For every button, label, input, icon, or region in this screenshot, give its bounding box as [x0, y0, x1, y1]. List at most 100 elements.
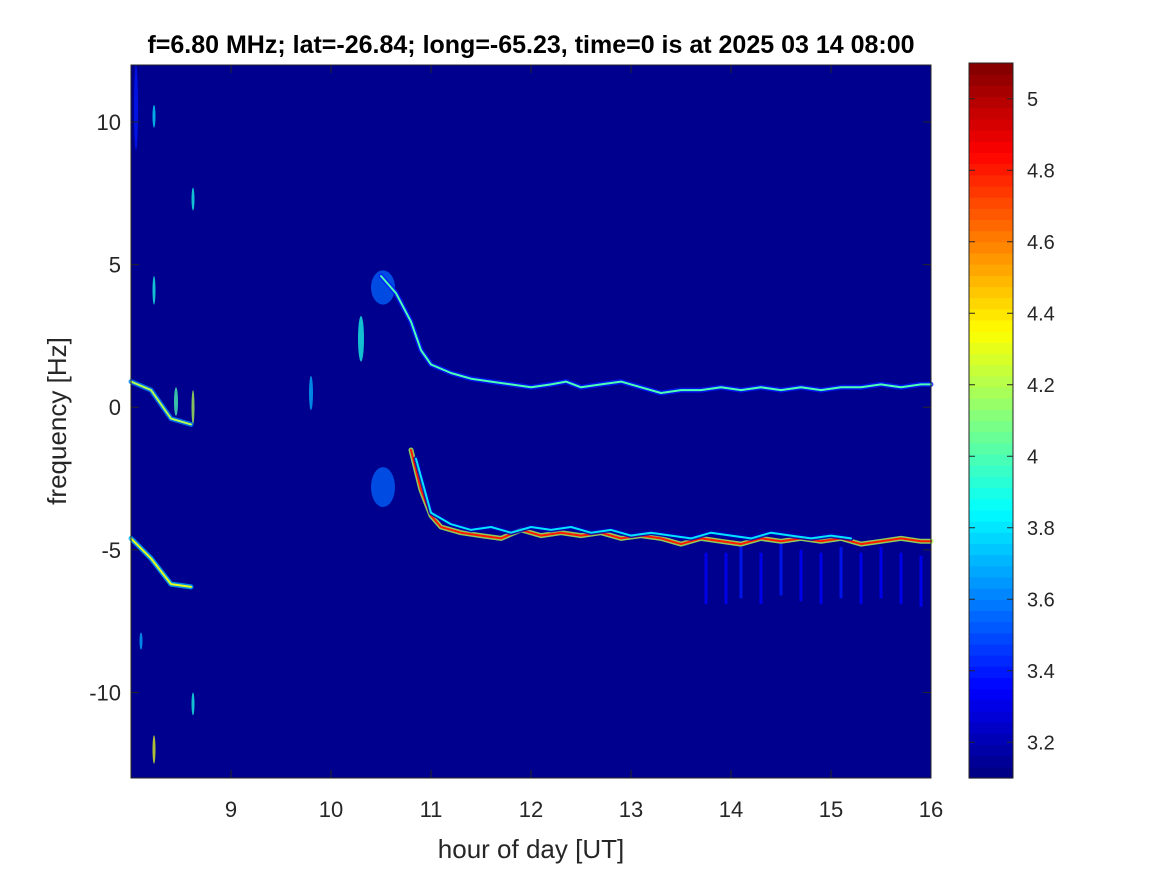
colorbar-step [969, 85, 1013, 98]
colorbar-step [969, 174, 1013, 187]
plot-background [131, 65, 931, 778]
colorbar-step [969, 286, 1013, 299]
colorbar-step [969, 688, 1013, 701]
x-tick-label: 13 [619, 797, 643, 822]
colorbar-step [969, 420, 1013, 433]
colorbar-step [969, 398, 1013, 410]
spectral-blob [174, 387, 178, 416]
spectral-blob [152, 735, 156, 764]
colorbar-tick-label: 3.4 [1027, 661, 1055, 683]
y-axis: 10 5 0 -5 -10 [89, 110, 931, 705]
colorbar-step [969, 610, 1013, 623]
x-tick-label: 16 [919, 797, 943, 822]
colorbar-step [969, 509, 1013, 522]
colorbar-step [969, 364, 1013, 377]
colorbar-step [969, 677, 1013, 690]
colorbar-step [969, 454, 1013, 466]
spectral-blob [139, 632, 143, 650]
colorbar-step [969, 230, 1013, 243]
colorbar-gradient [969, 63, 1013, 779]
colorbar-step [969, 576, 1013, 589]
spectral-streak [739, 546, 743, 599]
y-tick-label: -5 [101, 538, 121, 563]
spectral-blob [152, 276, 156, 305]
y-tick-label: 0 [109, 395, 121, 420]
colorbar-step [969, 118, 1013, 131]
x-tick-label: 10 [319, 797, 343, 822]
colorbar-step [969, 599, 1013, 612]
doppler-trace [130, 537, 192, 588]
spectral-streak [779, 544, 783, 596]
colorbar-ticks: 5 4.8 4.6 4.4 4.2 4 3.8 3.6 3.4 3.2 [969, 89, 1055, 754]
colorbar-step [969, 565, 1013, 578]
colorbar-step [969, 353, 1013, 366]
colorbar-step [969, 621, 1013, 634]
spectral-blob [309, 375, 313, 411]
colorbar-step [969, 722, 1013, 734]
spectral-streak [759, 552, 763, 605]
spectral-blob [134, 65, 138, 151]
colorbar-step [969, 744, 1013, 757]
x-tick-label: 15 [819, 797, 843, 822]
colorbar-tick-label: 5 [1027, 89, 1038, 111]
spectral-blob [191, 390, 195, 425]
colorbar-step [969, 487, 1013, 500]
colorbar-frame [968, 62, 1014, 779]
colorbar-tick-label: 3.6 [1027, 589, 1055, 611]
colorbar-step [969, 498, 1013, 511]
colorbar-step [969, 543, 1013, 556]
colorbar-step [969, 63, 1013, 75]
colorbar-step [969, 632, 1013, 645]
colorbar-step [969, 319, 1013, 332]
colorbar-step [969, 643, 1013, 656]
colorbar-tick-label: 4.2 [1027, 375, 1055, 397]
colorbar-step [969, 532, 1013, 544]
colorbar-step [969, 465, 1013, 477]
colorbar-step [969, 130, 1013, 142]
colorbar-step [969, 733, 1013, 746]
colorbar-step [969, 342, 1013, 355]
colorbar-step [969, 264, 1013, 276]
streak-layer [704, 544, 923, 607]
spectral-blob [152, 104, 156, 128]
colorbar-step [969, 308, 1013, 321]
spectral-blob [371, 270, 395, 305]
spectral-streak [899, 552, 903, 605]
colorbar-step [969, 431, 1013, 444]
colorbar-step [969, 409, 1013, 422]
x-tick-label: 12 [519, 797, 543, 822]
colorbar-tick-label: 4.8 [1027, 160, 1055, 182]
colorbar-step [969, 107, 1013, 120]
colorbar-step [969, 655, 1013, 667]
colorbar-step [969, 141, 1013, 153]
colorbar-step [969, 297, 1013, 310]
colorbar-step [969, 219, 1013, 232]
y-tick-label: -10 [89, 680, 121, 705]
plot-area [128, 65, 934, 778]
y-tick-label: 5 [109, 253, 121, 278]
colorbar-step [969, 252, 1013, 265]
spectral-streak [919, 555, 923, 607]
colorbar-step [969, 710, 1013, 723]
chart-title: f=6.80 MHz; lat=-26.84; long=-65.23, tim… [147, 31, 914, 59]
colorbar-step [969, 386, 1013, 399]
y-tick-label: 10 [97, 110, 121, 135]
spectral-blob [191, 692, 195, 716]
spectral-blob [371, 467, 395, 508]
spectral-streak [859, 552, 863, 605]
colorbar-step [969, 554, 1013, 567]
colorbar-step [969, 275, 1013, 288]
colorbar-step [969, 588, 1013, 600]
x-tick-label: 14 [719, 797, 743, 822]
y-axis-label: frequency [Hz] [42, 337, 72, 505]
spectral-blob [358, 315, 364, 362]
spectral-streak [819, 552, 823, 605]
colorbar-step [969, 208, 1013, 221]
colorbar-step [969, 442, 1013, 455]
blob-layer [134, 65, 395, 764]
spectral-streak [879, 546, 883, 599]
spectral-blob [191, 187, 195, 211]
x-axis: 9 10 11 12 13 14 15 16 [225, 65, 943, 822]
colorbar-step [969, 755, 1013, 768]
